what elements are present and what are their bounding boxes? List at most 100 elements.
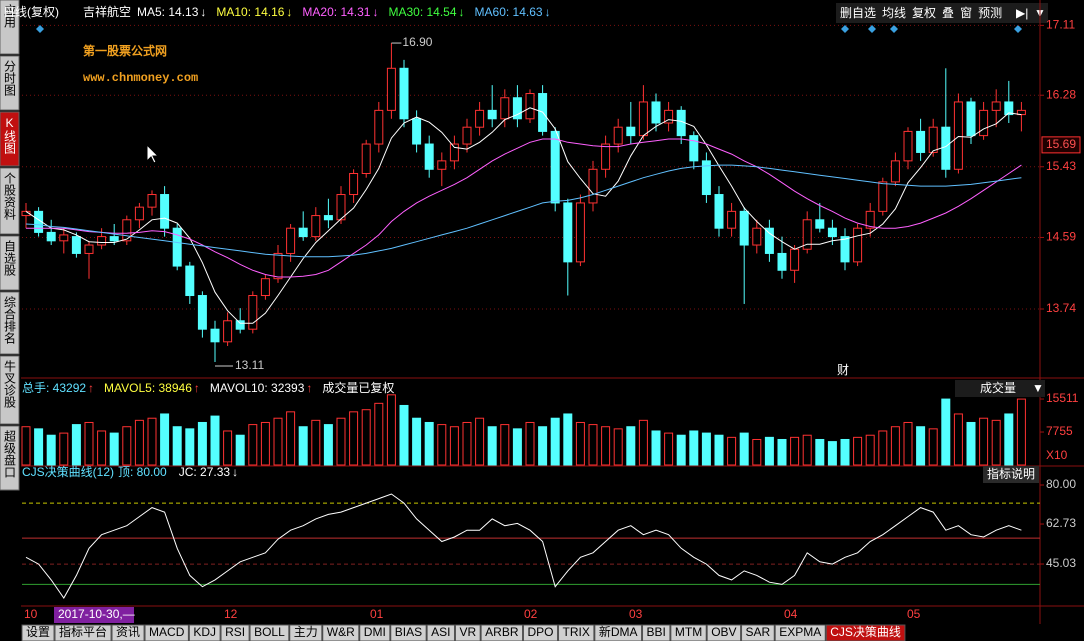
tab-bg[interactable]	[359, 624, 391, 641]
tab[interactable]: RSI	[225, 625, 245, 639]
toolbar-button[interactable]: 复权	[912, 6, 936, 20]
y-tick-label: 62.73	[1046, 516, 1076, 530]
candle-body	[475, 109, 485, 128]
tab-bg[interactable]	[188, 624, 221, 641]
sidebar-tab[interactable]: 综合排名	[3, 296, 17, 344]
tab[interactable]: VR	[459, 625, 476, 639]
tab[interactable]: BIAS	[395, 625, 422, 639]
tab[interactable]: DMI	[364, 625, 386, 639]
volume-bar	[46, 434, 56, 466]
help-button-bg[interactable]	[983, 466, 1039, 483]
ma-line	[26, 138, 1022, 278]
candle-body	[46, 231, 56, 242]
candle-body	[323, 215, 333, 221]
tab-bg[interactable]	[390, 624, 427, 641]
sidebar-tab[interactable]: 超级盘口	[3, 429, 17, 478]
tab-bg[interactable]	[220, 624, 250, 641]
legend-arrow: ↓	[200, 5, 206, 19]
toolbar-button[interactable]: 叠	[942, 6, 954, 20]
tab[interactable]: 资讯	[116, 625, 140, 639]
sidebar-tab[interactable]: 分时图	[3, 60, 17, 96]
tab[interactable]: W&R	[327, 625, 355, 639]
tab-bg[interactable]	[249, 624, 290, 641]
help-button[interactable]: 指标说明	[987, 466, 1035, 481]
tab[interactable]: SAR	[746, 625, 771, 639]
x-tick-label: 02	[524, 607, 538, 621]
tab-bg[interactable]	[670, 624, 707, 641]
candle-body	[500, 97, 510, 120]
tab-bg[interactable]	[480, 624, 523, 641]
selector-box[interactable]	[955, 380, 1045, 397]
tab-bg[interactable]	[706, 624, 742, 641]
toolbar-button[interactable]: 预测	[978, 6, 1002, 20]
candle-body	[626, 126, 636, 137]
tab-bg[interactable]	[825, 624, 906, 641]
tab-bg[interactable]	[322, 624, 360, 641]
volume-bar	[928, 428, 938, 466]
tab[interactable]: MTM	[675, 625, 702, 639]
volume-bar	[336, 417, 346, 466]
tab-bg[interactable]	[289, 624, 323, 641]
candle-body	[1004, 101, 1014, 116]
tab[interactable]: CJS决策曲线	[830, 625, 901, 639]
selector[interactable]: 成交量	[980, 380, 1016, 395]
tab-bg[interactable]	[774, 624, 826, 641]
sidebar-tab[interactable]: 自选股	[3, 240, 17, 277]
tab-bg[interactable]	[426, 624, 455, 641]
candle-body	[437, 160, 447, 170]
tab[interactable]: 指标平台	[59, 624, 107, 639]
volume-bar	[223, 430, 233, 466]
unit-label: X10	[1046, 448, 1068, 462]
tab[interactable]: TRIX	[563, 625, 590, 639]
tab-bg[interactable]	[594, 624, 643, 641]
candle-body	[802, 219, 812, 250]
y-tick-label: 45.03	[1046, 556, 1076, 570]
volume-bar	[475, 417, 485, 466]
tab[interactable]: BBI	[647, 625, 666, 639]
tab[interactable]: ARBR	[485, 625, 519, 639]
volume-bar	[827, 441, 837, 466]
candle-body	[689, 135, 699, 162]
tab[interactable]: DPO	[528, 625, 554, 639]
legend-item: 顶: 80.00	[118, 465, 167, 479]
volume-bar	[97, 430, 107, 466]
tab[interactable]: BOLL	[254, 625, 285, 639]
sidebar-tab[interactable]: 应用	[3, 3, 17, 29]
volume-note: 成交量已复权	[322, 380, 394, 395]
toolbar-button[interactable]: 窗	[960, 6, 972, 20]
candle-body	[487, 109, 497, 120]
sidebar-tab[interactable]: 牛叉诊股	[3, 359, 17, 409]
tab-bg[interactable]	[111, 624, 145, 641]
sidebar-tab[interactable]: 个股资料	[3, 172, 17, 220]
tab[interactable]: 新DMA	[599, 624, 638, 639]
candle-body	[109, 236, 119, 242]
legend-item: JC: 27.33	[179, 465, 231, 479]
toolbar-button[interactable]: 均线	[882, 6, 906, 20]
tab-bg[interactable]	[21, 624, 55, 641]
volume-bar	[349, 411, 359, 466]
candle-body	[21, 210, 31, 217]
tab-bg[interactable]	[558, 624, 595, 641]
sidebar-tab[interactable]: K线图	[3, 116, 17, 154]
tab-bg[interactable]	[741, 624, 775, 641]
tab[interactable]: EXPMA	[779, 625, 821, 639]
y-tick-label: 15.43	[1046, 159, 1076, 173]
tab[interactable]: OBV	[711, 625, 736, 639]
tab[interactable]: ASI	[431, 625, 450, 639]
tab-bg[interactable]	[642, 624, 671, 641]
tab-bg[interactable]	[54, 624, 112, 641]
tab[interactable]: 主力	[294, 625, 318, 639]
tab-bg[interactable]	[454, 624, 481, 641]
tab-bg[interactable]	[523, 624, 559, 641]
indicator-line	[25, 493, 1022, 599]
candle-body	[172, 227, 182, 267]
tab-bg[interactable]	[144, 624, 189, 641]
legend-arrow: ↓	[286, 5, 292, 19]
volume-bar	[122, 426, 132, 466]
tab[interactable]: MACD	[149, 625, 185, 639]
toolbar-next[interactable]: ▶|	[1016, 6, 1028, 20]
candle-body	[374, 109, 384, 145]
toolbar-button[interactable]: 删自选	[840, 6, 876, 20]
tab[interactable]: 设置	[26, 625, 50, 639]
tab[interactable]: KDJ	[193, 625, 216, 639]
